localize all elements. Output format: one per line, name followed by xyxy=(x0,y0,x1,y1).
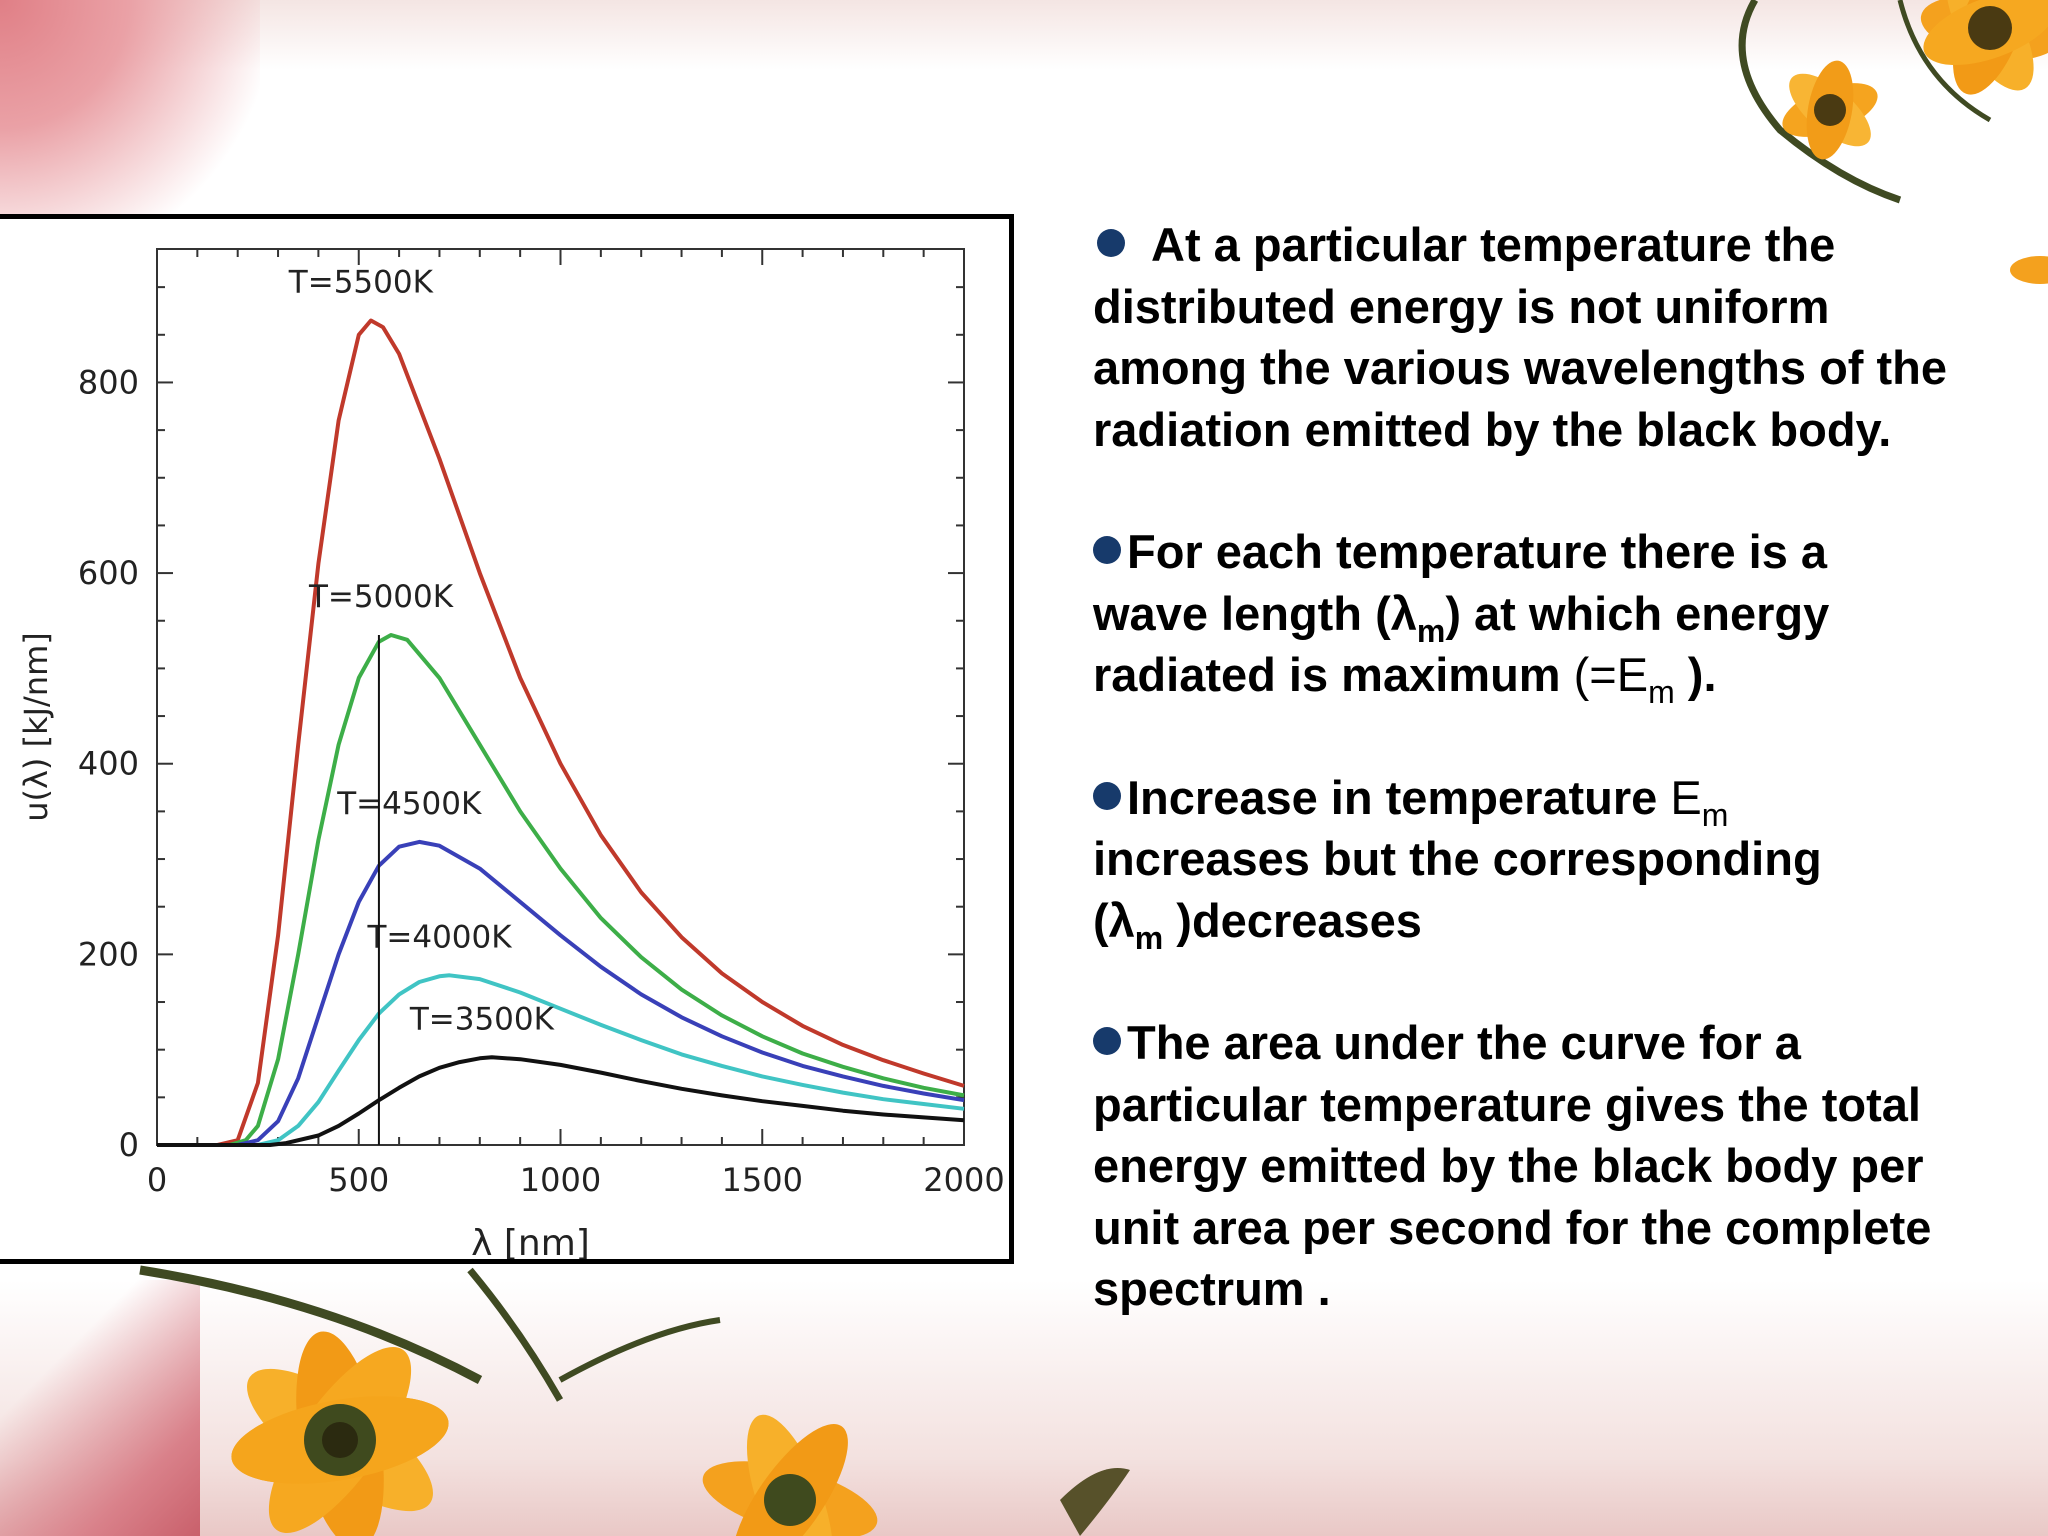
series-line xyxy=(157,973,965,1147)
text-run: E xyxy=(1670,770,1702,824)
text-run: ). xyxy=(1674,648,1717,701)
bullet-icon xyxy=(1093,781,1121,810)
paragraph-4-line: spectrum . xyxy=(1093,1262,1331,1315)
series-line xyxy=(157,318,965,1147)
y-tick-label: 800 xyxy=(78,363,139,401)
paragraph-4-line: unit area per second for the complete xyxy=(1093,1200,1932,1254)
flower-bottom-left-icon xyxy=(139,1265,1130,1536)
text-run-plain: (=Em xyxy=(1573,648,1675,708)
text-run: Increase in temperature xyxy=(1127,770,1671,824)
x-tick-label: 2000 xyxy=(923,1161,1004,1199)
text-run: (=E xyxy=(1573,648,1649,701)
top-wash xyxy=(0,0,2048,70)
bullet-icon xyxy=(1097,229,1125,257)
paragraph-2-line: wave length (λm) at which energy xyxy=(1093,583,2043,647)
subscript: m xyxy=(1701,796,1729,833)
paragraph-3: Increase in temperature Em increases but… xyxy=(1093,767,2043,954)
paragraph-1-line: among the various wavelengths of the xyxy=(1093,341,1947,394)
series-label: T=5000K xyxy=(308,579,454,615)
paragraph-1-line: At a particular temperature the xyxy=(1093,214,2043,276)
paragraph-1-line: distributed energy is not uniform xyxy=(1093,279,1830,333)
paragraph-2: For each temperature there is a wave len… xyxy=(1093,521,2043,708)
y-tick-label: 200 xyxy=(78,935,139,973)
bullet-icon xyxy=(1093,1027,1121,1055)
paragraph-4-line: The area under the curve for a xyxy=(1093,1012,2043,1074)
text-run: radiated is maximum xyxy=(1093,648,1574,701)
x-tick-label: 1000 xyxy=(520,1161,601,1199)
paragraph-2-line: radiated is maximum (=Em ). xyxy=(1093,644,2043,708)
series-label: T=5500K xyxy=(288,264,434,300)
series-line xyxy=(157,633,965,1147)
y-axis-label: u(λ) [kJ/nm] xyxy=(17,632,55,822)
series-label: T=3500K xyxy=(409,1001,555,1037)
x-axis-label: λ [nm] xyxy=(471,1223,590,1259)
series-line xyxy=(157,839,965,1147)
paragraph-3-line: increases but the corresponding xyxy=(1093,832,1822,885)
paragraph-4-line: particular temperature gives the total xyxy=(1093,1077,1921,1131)
x-tick-label: 0 xyxy=(147,1161,167,1199)
text-run: (λ xyxy=(1093,893,1135,947)
text-run: )decreases xyxy=(1163,893,1422,947)
x-tick-label: 1500 xyxy=(722,1161,803,1199)
text-line: For each temperature there is a xyxy=(1127,525,1828,578)
paragraph-1: At a particular temperature the distribu… xyxy=(1093,214,2043,460)
series-line xyxy=(157,1055,965,1147)
paragraph-4: The area under the curve for a particula… xyxy=(1093,1012,2043,1320)
text-line: At a particular temperature the xyxy=(1151,218,1836,271)
series-label: T=4000K xyxy=(366,919,512,955)
paragraph-3-line: Increase in temperature Em xyxy=(1093,767,2043,831)
chart-frame: 0 500 1000 1500 2000 0 200 400 600 800 λ [nm] u(λ) … xyxy=(0,214,1014,1264)
y-tick-label: 400 xyxy=(78,745,139,783)
text-run: ) at which energy xyxy=(1445,586,1830,640)
paragraph-4-line: energy emitted by the black body per xyxy=(1093,1139,1924,1192)
subscript: m xyxy=(1134,919,1164,956)
subscript: m xyxy=(1416,612,1446,649)
subscript: m xyxy=(1648,674,1675,710)
bullet-icon xyxy=(1093,536,1121,564)
blackbody-chart: 0 500 1000 1500 2000 0 200 400 600 800 λ [nm] u(λ) … xyxy=(17,248,1005,1259)
corner-decoration-bottom-left xyxy=(0,1280,200,1536)
text-run: wave length (λ xyxy=(1093,586,1417,640)
paragraph-3-line: (λm )decreases xyxy=(1093,890,2043,954)
paragraph-2-line: For each temperature there is a xyxy=(1093,521,2043,583)
y-tick-label: 0 xyxy=(119,1126,139,1164)
text-run-plain: Em xyxy=(1670,770,1728,831)
x-tick-label: 500 xyxy=(328,1161,389,1199)
text-line: The area under the curve for a xyxy=(1127,1016,1801,1069)
text-panel: At a particular temperature the distribu… xyxy=(1093,214,2043,1381)
flower-top-right-icon xyxy=(1738,0,2048,284)
y-tick-label: 600 xyxy=(78,554,139,592)
paragraph-1-line: radiation emitted by the black body. xyxy=(1093,402,1892,456)
series-label: T=4500K xyxy=(336,786,482,822)
